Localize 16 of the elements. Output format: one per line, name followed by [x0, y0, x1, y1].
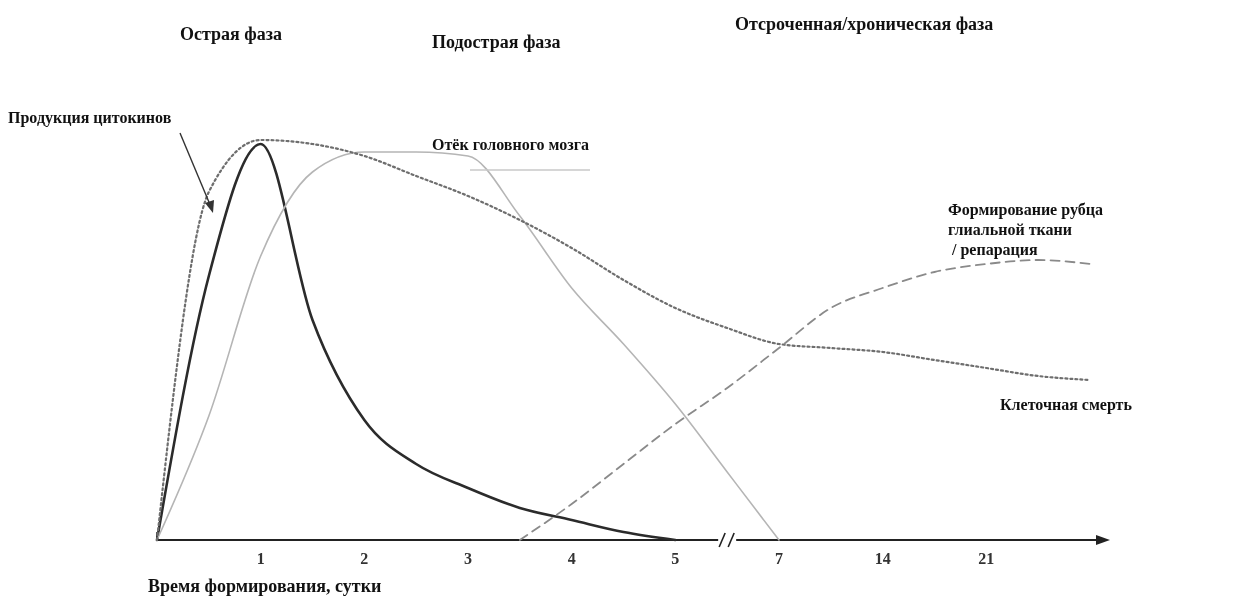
series-label: Отёк головного мозга [432, 136, 589, 153]
x-axis-title: Время формирования, сутки [148, 576, 382, 596]
series-label: Формирование рубца глиальной ткани / репарация [948, 201, 1103, 259]
text: Продукция цитокинов [8, 109, 172, 127]
x-tick-label: 21 [978, 550, 995, 567]
text: Подострая фаза [432, 32, 561, 52]
x-tick-label: 5 [671, 550, 680, 567]
x-tick-label: 2 [360, 550, 369, 567]
text: Острая фаза [180, 24, 282, 44]
x-tick-label: 14 [874, 550, 891, 567]
x-tick-label: 4 [567, 550, 576, 567]
series-label: Клеточная смерть [1000, 396, 1133, 414]
x-tick-label: 7 [775, 550, 783, 567]
x-tick-label: 3 [464, 550, 472, 567]
text: Отсроченная/хроническая фаза [735, 14, 994, 34]
x-tick-label: 1 [256, 550, 265, 567]
